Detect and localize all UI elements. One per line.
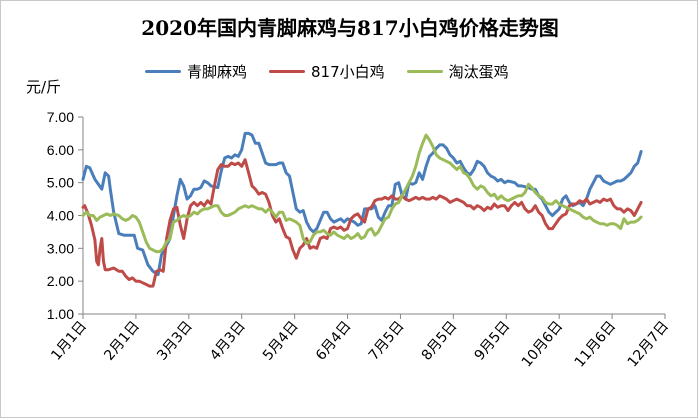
x-tick-label: 5月4日 bbox=[260, 318, 302, 363]
y-tick-label: 5.00 bbox=[47, 175, 74, 191]
x-tick-label: 6月4日 bbox=[313, 318, 355, 363]
series-line-0 bbox=[81, 131, 643, 277]
legend-swatch-817 bbox=[269, 69, 306, 73]
x-tick-label: 8月5日 bbox=[419, 318, 461, 363]
y-tick-label: 6.00 bbox=[47, 142, 74, 158]
x-tick-label: 10月6日 bbox=[519, 318, 566, 370]
y-tick-label: 3.00 bbox=[47, 240, 74, 256]
legend-swatch-taotai bbox=[406, 69, 443, 73]
y-tick-label: 4.00 bbox=[47, 208, 74, 224]
y-tick-label: 7.00 bbox=[47, 109, 74, 125]
x-tick-label: 9月5日 bbox=[472, 318, 514, 363]
legend: 青脚麻鸡 817小白鸡 淘汰蛋鸡 bbox=[145, 61, 509, 81]
legend-item-taotai: 淘汰蛋鸡 bbox=[406, 61, 509, 81]
x-tick-label: 1月1日 bbox=[48, 318, 90, 363]
y-axis-unit-label: 元/斤 bbox=[26, 78, 62, 96]
x-tick-label: 4月3日 bbox=[207, 318, 249, 363]
y-tick-label: 2.00 bbox=[47, 273, 74, 289]
chart-title: 2020年国内青脚麻鸡与817小白鸡价格走势图 bbox=[141, 16, 559, 40]
legend-item-817: 817小白鸡 bbox=[269, 61, 385, 81]
legend-label-qingjiao: 青脚麻鸡 bbox=[187, 62, 248, 81]
x-tick-label: 11月6日 bbox=[572, 318, 619, 370]
series-line-2 bbox=[81, 133, 643, 254]
x-tick-label: 12月7日 bbox=[625, 318, 672, 370]
x-tick-label: 7月5日 bbox=[366, 318, 408, 363]
x-tick-label: 2月1日 bbox=[101, 318, 143, 363]
y-tick-label: 1.00 bbox=[47, 306, 74, 322]
x-tick-label: 3月3日 bbox=[154, 318, 196, 363]
legend-swatch-qingjiao bbox=[145, 69, 181, 73]
series-line-1 bbox=[81, 158, 643, 288]
legend-item-qingjiao: 青脚麻鸡 bbox=[145, 61, 247, 81]
legend-label-taotai: 淘汰蛋鸡 bbox=[448, 62, 509, 81]
legend-label-817: 817小白鸡 bbox=[311, 62, 385, 81]
